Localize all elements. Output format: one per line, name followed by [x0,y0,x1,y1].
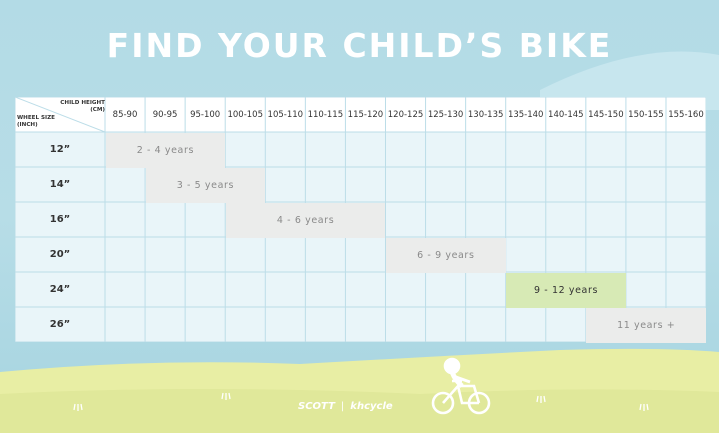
height-column-header: 95-100 [190,109,221,120]
height-column-header: 100-105 [227,109,263,120]
wheel-size-row-label: 16” [49,214,71,225]
age-range-bar: 3 - 5 years [145,167,266,203]
wheel-size-row-label: 24” [49,284,71,295]
height-column-header: 90-95 [152,109,178,120]
wheel-size-row-label: 14” [49,179,71,190]
grass-front [0,389,719,433]
height-column-header: 105-110 [267,109,304,120]
height-column-header: 120-125 [387,109,424,120]
child-bicycle-icon [431,357,491,415]
age-range-label: 11 years + [617,319,676,331]
age-range-bar: 4 - 6 years [225,202,386,238]
height-column-header: 155-160 [668,109,704,120]
wheel-size-unit: (INCH) [17,122,38,128]
corner-diagonal [15,97,106,133]
footer-logos: SCOTT | khcycle [298,396,393,416]
age-range-label: 6 - 9 years [417,249,475,261]
khcycle-logo: khcycle [350,400,393,412]
logo-separator: | [340,400,345,412]
height-column-header: 125-130 [427,109,464,120]
child-height-header: CHILD HEIGHT (CM) [43,100,105,114]
wheel-size-row-label: 26” [49,319,71,330]
height-column-header: 110-115 [307,109,344,120]
height-column-header: 150-155 [628,109,664,120]
height-column-header: 115-120 [347,109,384,120]
age-range-bar: 2 - 4 years [105,132,226,168]
size-chart: CHILD HEIGHT (CM) WHEEL SIZE (INCH) 2 - … [15,97,707,343]
height-column-header: 130-135 [467,109,504,120]
age-range-bar: 11 years + [586,307,707,343]
height-column-header: 135-140 [507,109,544,120]
age-range-label: 4 - 6 years [276,214,335,226]
page-title: FIND YOUR CHILD’S BIKE [106,26,613,65]
wheel-size-row-label: 12” [49,144,71,155]
child-height-label: CHILD HEIGHT [60,100,105,106]
age-range-bar: 9 - 12 years [506,272,626,308]
height-column-header: 85-90 [112,109,138,120]
wheel-size-row-label: 20” [49,249,71,260]
height-column-header: 140-145 [548,109,584,120]
child-height-unit: (CM) [90,107,105,113]
grass-tufts [73,392,649,411]
header-background [15,97,706,132]
height-column-header: 145-150 [588,109,624,120]
age-range-label: 2 - 4 years [136,144,195,156]
scott-logo: SCOTT [298,400,335,412]
age-range-label: 9 - 12 years [534,284,599,296]
cloud-right [540,51,719,110]
age-range-label: 3 - 5 years [176,179,235,191]
wheel-size-label: WHEEL SIZE [17,115,55,121]
age-range-bar: 6 - 9 years [385,237,506,273]
wheel-size-header: WHEEL SIZE (INCH) [17,115,73,129]
